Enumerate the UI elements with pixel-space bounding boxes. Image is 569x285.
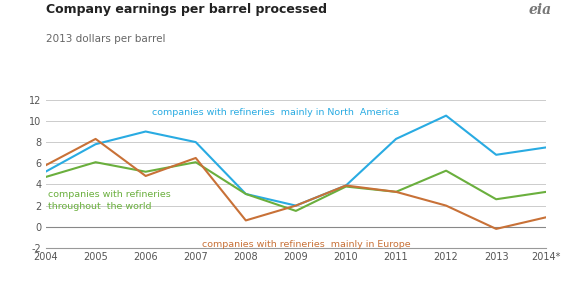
Text: companies with refineries  mainly in Europe: companies with refineries mainly in Euro… <box>201 240 410 249</box>
Text: 2013 dollars per barrel: 2013 dollars per barrel <box>46 34 165 44</box>
Text: companies with refineries  mainly in North  America: companies with refineries mainly in Nort… <box>152 108 399 117</box>
Text: Company earnings per barrel processed: Company earnings per barrel processed <box>46 3 327 16</box>
Text: eia: eia <box>529 3 552 17</box>
Text: companies with refineries
throughout  the world: companies with refineries throughout the… <box>48 190 171 211</box>
